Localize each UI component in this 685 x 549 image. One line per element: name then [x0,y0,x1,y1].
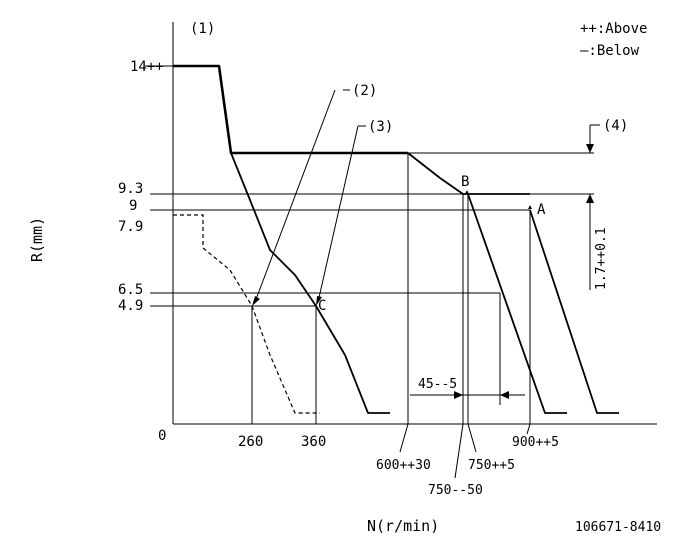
legend-above: ++:Above [580,21,647,37]
x-axis-title: N(r/min) [367,517,439,535]
callout-3: (3) [368,119,393,135]
y-tick-9-3: 9.3 [118,181,143,197]
legend-below: —:Below [580,43,640,59]
callout-4: (4) [603,118,628,134]
point-b: B [461,174,469,190]
origin-label: 0 [158,428,166,444]
x-tick-600: 600++30 [376,458,431,473]
x-tick-260: 260 [238,434,263,450]
y-tick-9: 9 [129,198,137,214]
speed-gap-label: 45--5 [418,377,457,392]
governor-curve-droop-b [467,193,567,414]
governor-curve-upper [407,152,530,195]
governor-curve-idle [230,152,390,414]
y-tick-4-9: 4.9 [118,298,143,314]
drawing-number: 106671-8410 [575,520,661,535]
point-c: C [318,298,326,314]
governor-curve-droop-a [529,209,619,414]
x-tick-900: 900++5 [512,435,559,450]
point-a: A [537,202,546,218]
x-tick-750b: 750--50 [428,483,483,498]
callout-2: (2) [352,83,377,99]
x-tick-360: 360 [301,434,326,450]
callout-1: (1) [190,21,215,37]
rack-gap-label: 1.7++0.1 [594,227,609,290]
y-axis-title: R(mm) [28,217,46,262]
y-tick-7-9: 7.9 [118,219,143,235]
y-tick-6-5: 6.5 [118,282,143,298]
governor-curve-main [173,64,408,155]
y-tick-14: 14++ [130,59,164,75]
x-tick-750a: 750++5 [468,458,515,473]
governor-curve-below-dashed [173,214,320,414]
